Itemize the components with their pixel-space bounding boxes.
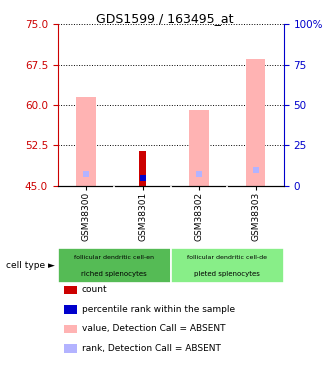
Bar <box>189 110 209 186</box>
Bar <box>171 248 284 283</box>
Bar <box>246 59 265 186</box>
Text: follicular dendritic cell-de: follicular dendritic cell-de <box>187 255 267 260</box>
Text: pleted splenocytes: pleted splenocytes <box>194 271 260 277</box>
Text: riched splenocytes: riched splenocytes <box>82 271 147 277</box>
Text: count: count <box>82 285 108 294</box>
Text: GDS1599 / 163495_at: GDS1599 / 163495_at <box>96 12 234 26</box>
Text: percentile rank within the sample: percentile rank within the sample <box>82 305 235 314</box>
Text: GSM38303: GSM38303 <box>251 192 260 241</box>
Text: value, Detection Call = ABSENT: value, Detection Call = ABSENT <box>82 324 225 333</box>
Text: GSM38300: GSM38300 <box>82 192 90 241</box>
Text: rank, Detection Call = ABSENT: rank, Detection Call = ABSENT <box>82 344 221 353</box>
Text: GSM38301: GSM38301 <box>138 192 147 241</box>
Text: cell type ►: cell type ► <box>6 261 54 270</box>
Bar <box>76 97 96 186</box>
Bar <box>58 248 171 283</box>
Bar <box>139 151 146 186</box>
Text: follicular dendritic cell-en: follicular dendritic cell-en <box>74 255 154 260</box>
Text: GSM38302: GSM38302 <box>194 192 204 241</box>
